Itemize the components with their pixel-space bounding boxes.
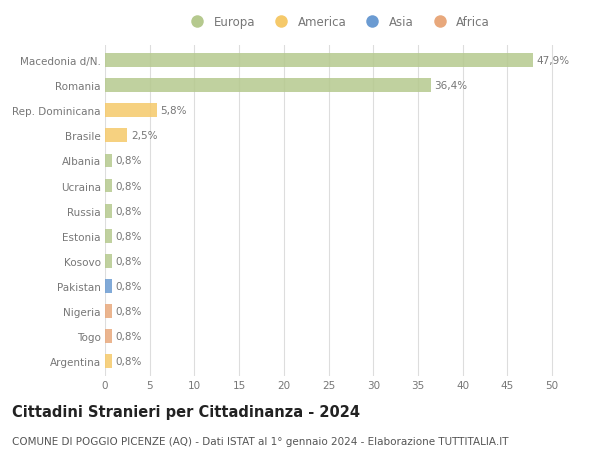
Bar xyxy=(105,230,112,243)
Text: 36,4%: 36,4% xyxy=(434,81,467,91)
Bar xyxy=(105,254,112,268)
Bar xyxy=(105,304,112,318)
Text: COMUNE DI POGGIO PICENZE (AQ) - Dati ISTAT al 1° gennaio 2024 - Elaborazione TUT: COMUNE DI POGGIO PICENZE (AQ) - Dati IST… xyxy=(12,436,509,446)
Bar xyxy=(105,104,157,118)
Bar xyxy=(105,129,127,143)
Text: 0,8%: 0,8% xyxy=(116,206,142,216)
Text: 0,8%: 0,8% xyxy=(116,356,142,366)
Text: 0,8%: 0,8% xyxy=(116,256,142,266)
Bar xyxy=(105,204,112,218)
Text: 0,8%: 0,8% xyxy=(116,231,142,241)
Bar xyxy=(105,54,533,68)
Bar xyxy=(105,179,112,193)
Text: 47,9%: 47,9% xyxy=(537,56,570,66)
Bar xyxy=(105,79,431,93)
Text: Cittadini Stranieri per Cittadinanza - 2024: Cittadini Stranieri per Cittadinanza - 2… xyxy=(12,404,360,419)
Text: 0,8%: 0,8% xyxy=(116,181,142,191)
Bar xyxy=(105,154,112,168)
Text: 5,8%: 5,8% xyxy=(160,106,187,116)
Text: 0,8%: 0,8% xyxy=(116,156,142,166)
Text: 0,8%: 0,8% xyxy=(116,281,142,291)
Bar xyxy=(105,330,112,343)
Text: 0,8%: 0,8% xyxy=(116,331,142,341)
Bar xyxy=(105,354,112,368)
Text: 2,5%: 2,5% xyxy=(131,131,157,141)
Bar xyxy=(105,280,112,293)
Legend: Europa, America, Asia, Africa: Europa, America, Asia, Africa xyxy=(181,11,494,34)
Text: 0,8%: 0,8% xyxy=(116,306,142,316)
